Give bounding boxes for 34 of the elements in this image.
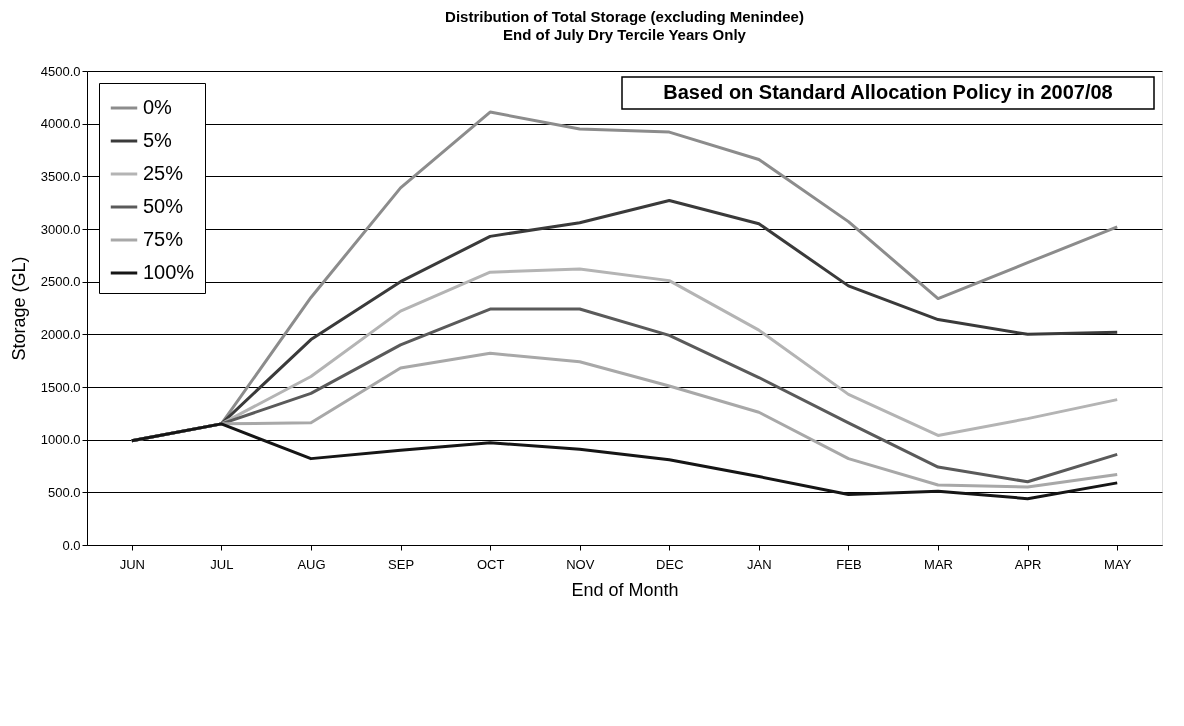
legend-label: 50% bbox=[143, 195, 184, 217]
y-tick-label: 0.0 bbox=[62, 537, 81, 553]
y-tick-label: 500.0 bbox=[47, 484, 81, 500]
y-tick-label: 1500.0 bbox=[40, 379, 81, 395]
x-tick-label: FEB bbox=[836, 556, 862, 572]
y-tick-label: 2500.0 bbox=[40, 274, 81, 290]
legend-label: 75% bbox=[143, 228, 184, 250]
legend-label: 25% bbox=[143, 162, 184, 184]
y-tick-label: 3000.0 bbox=[40, 221, 81, 237]
x-tick-label: SEP bbox=[388, 556, 415, 572]
y-tick-label: 1000.0 bbox=[40, 432, 81, 448]
legend-label: 100% bbox=[143, 261, 195, 283]
line-series bbox=[130, 422, 1119, 501]
x-tick-label: OCT bbox=[476, 556, 505, 572]
x-tick-label: MAY bbox=[1104, 556, 1132, 572]
y-tick-label: 3500.0 bbox=[40, 168, 81, 184]
x-tick-label: JUL bbox=[210, 556, 234, 572]
annotation: Based on Standard Allocation Policy in 2007/08 bbox=[663, 81, 1113, 103]
x-tick-label: DEC bbox=[656, 556, 684, 572]
y-tick-label: 2000.0 bbox=[40, 326, 81, 342]
legend-label: 0% bbox=[143, 96, 173, 118]
x-tick-label: JUN bbox=[119, 556, 145, 572]
x-axis-title: End of Month bbox=[571, 579, 679, 600]
chart-subtitle: End of July Dry Tercile Years Only bbox=[503, 26, 747, 43]
x-tick-label: AUG bbox=[297, 556, 326, 572]
y-tick-label: 4000.0 bbox=[40, 116, 81, 132]
x-tick-label: APR bbox=[1014, 556, 1042, 572]
x-tick-label: NOV bbox=[566, 556, 595, 572]
y-tick-label: 4500.0 bbox=[40, 63, 81, 79]
x-tick-label: JAN bbox=[747, 556, 772, 572]
y-axis-title: Storage (GL) bbox=[8, 256, 29, 361]
chart-title: Distribution of Total Storage (excluding Menindee) bbox=[445, 8, 804, 25]
x-tick-label: MAR bbox=[924, 556, 953, 572]
legend-label: 5% bbox=[143, 129, 173, 151]
